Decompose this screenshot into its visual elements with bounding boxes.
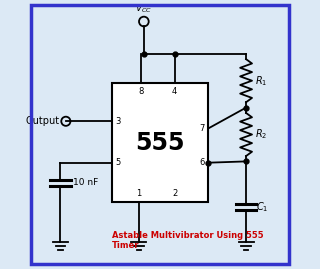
- Text: 8: 8: [138, 87, 143, 96]
- Text: Output: Output: [25, 116, 59, 126]
- Text: 5: 5: [115, 158, 120, 167]
- Text: 555: 555: [135, 130, 185, 155]
- Text: 10 nF: 10 nF: [73, 178, 99, 187]
- Text: 3: 3: [115, 117, 120, 126]
- Text: $R_1$: $R_1$: [255, 74, 268, 88]
- Text: 7: 7: [200, 124, 205, 133]
- Text: 4: 4: [172, 87, 177, 96]
- Text: Astable Multivibrator Using 555
Timer: Astable Multivibrator Using 555 Timer: [112, 231, 263, 250]
- Text: 1: 1: [136, 189, 141, 198]
- Text: $V_{CC}$: $V_{CC}$: [135, 2, 152, 15]
- Text: $C_1$: $C_1$: [256, 200, 269, 214]
- Text: 6: 6: [200, 158, 205, 167]
- Bar: [112, 83, 208, 202]
- Text: $R_2$: $R_2$: [255, 128, 268, 141]
- Text: 2: 2: [172, 189, 177, 198]
